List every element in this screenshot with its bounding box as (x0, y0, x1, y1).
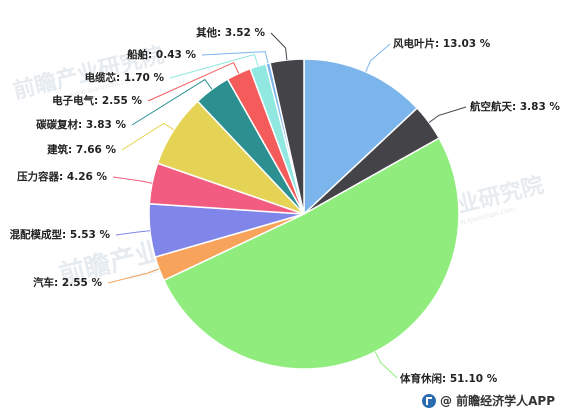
slice-label-11: 其他: 3.52 % (196, 26, 265, 39)
slice-label-1: 航空航天: 3.83 % (470, 100, 560, 113)
leader-line-10 (201, 51, 269, 64)
slice-label-6: 建筑: 7.66 % (46, 143, 116, 156)
label-layer: 风电叶片: 13.03 % 航空航天: 3.83 % 体育休闲: 51.10 % 汽车… (10, 26, 561, 385)
slice-label-8: 电子电气: 2.55 % (52, 94, 142, 107)
leader-line-layer (107, 32, 467, 379)
leader-line-9 (169, 53, 259, 79)
leader-line-0 (365, 43, 391, 72)
leader-line-4 (115, 230, 150, 236)
slice-layer (148, 58, 460, 370)
slice-label-9: 电缆芯: 1.70 % (85, 71, 165, 84)
slice-label-0: 风电叶片: 13.03 % (393, 37, 491, 50)
slice-label-3: 汽车: 2.55 % (33, 276, 102, 289)
pie-slice-0 (303, 58, 419, 216)
leader-line-8 (147, 61, 240, 102)
pie-slice-11 (269, 58, 305, 215)
leader-line-2 (374, 351, 398, 379)
slice-label-2: 体育休闲: 51.10 % (400, 372, 498, 385)
slice-label-10: 船舶: 0.43 % (127, 48, 196, 61)
leader-line-11 (270, 32, 288, 60)
leader-line-1 (428, 106, 467, 123)
footer-text: @ 前瞻经济学人APP (439, 394, 555, 408)
leader-line-7 (131, 78, 213, 126)
slice-label-7: 碳碳复材: 3.83 % (36, 118, 126, 131)
footer-credit: @ 前瞻经济学人APP (421, 392, 555, 409)
slice-label-5: 压力容器: 4.26 % (17, 170, 107, 183)
app-logo-icon (421, 393, 436, 408)
leader-line-5 (112, 176, 153, 184)
leader-line-6 (121, 122, 175, 151)
leader-line-3 (107, 268, 160, 284)
slice-label-4: 混配模成型: 5.53 % (10, 228, 111, 241)
